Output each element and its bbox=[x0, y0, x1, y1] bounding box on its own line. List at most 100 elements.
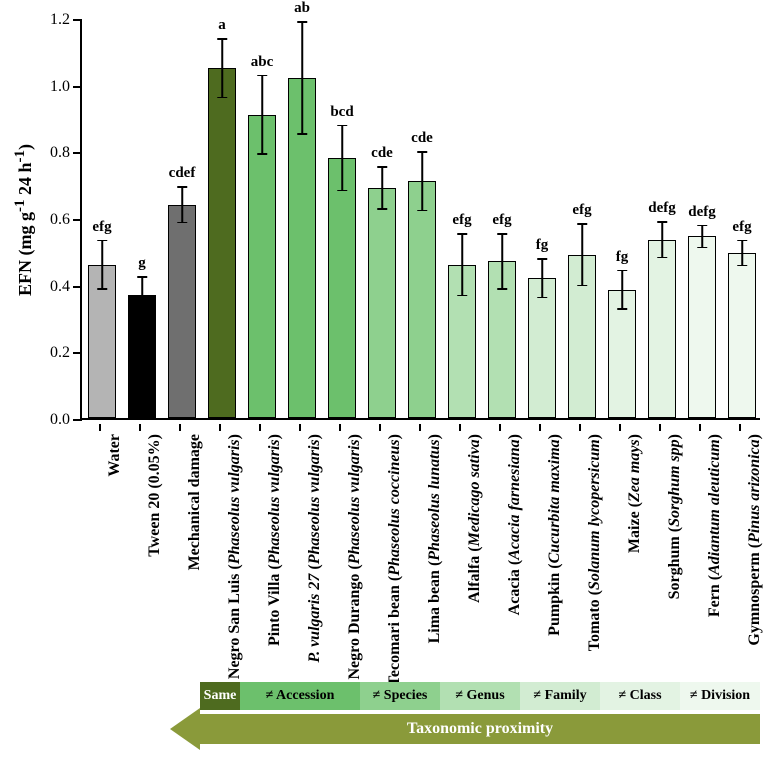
x-label: Tomato (Solanum lycopersicum) bbox=[586, 434, 604, 651]
y-axis-title: EFN (mg g-1 24 h-1) bbox=[12, 144, 36, 296]
x-label: Tween 20 (0.05%) bbox=[146, 434, 164, 557]
y-tick-label: 0.4 bbox=[50, 278, 70, 296]
error-bar bbox=[541, 258, 543, 298]
significance-label: efg bbox=[732, 219, 751, 236]
x-tick bbox=[299, 424, 301, 431]
error-bar bbox=[621, 270, 623, 310]
significance-label: fg bbox=[616, 249, 629, 266]
x-tick bbox=[379, 424, 381, 431]
y-tick bbox=[73, 152, 82, 154]
x-tick bbox=[219, 424, 221, 431]
bar bbox=[328, 158, 356, 418]
x-tick bbox=[179, 424, 181, 431]
x-tick bbox=[739, 424, 741, 431]
y-tick-label: 0.8 bbox=[50, 144, 70, 162]
significance-label: cde bbox=[371, 145, 393, 162]
error-bar bbox=[301, 21, 303, 134]
error-bar bbox=[661, 221, 663, 258]
significance-label: efg bbox=[92, 219, 111, 236]
y-tick bbox=[73, 419, 82, 421]
error-bar bbox=[341, 125, 343, 192]
significance-label: g bbox=[138, 255, 146, 272]
error-bar bbox=[741, 240, 743, 267]
y-tick-label: 0.0 bbox=[50, 411, 70, 429]
x-label: Lima bean (Phaseolus lunatus) bbox=[426, 434, 444, 643]
x-label: Negro San Luis (Phaseolus vulgaris) bbox=[226, 434, 244, 679]
taxonomy-arrow: Taxonomic proximity bbox=[170, 714, 760, 744]
significance-label: ab bbox=[294, 0, 310, 17]
bar bbox=[168, 205, 196, 418]
taxonomy-cell: ≠ Accession bbox=[240, 682, 360, 710]
significance-label: bcd bbox=[330, 104, 353, 121]
x-tick bbox=[339, 424, 341, 431]
x-label: P. vulgaris 27 (Phaseolus vulgaris) bbox=[306, 434, 324, 663]
significance-label: cde bbox=[411, 130, 433, 147]
bar bbox=[528, 278, 556, 418]
bars-container: efggcdefaabcabbcdcdecdeefgefgfgefgfgdefg… bbox=[82, 20, 760, 418]
x-tick bbox=[539, 424, 541, 431]
x-tick bbox=[139, 424, 141, 431]
x-axis-labels: WaterTween 20 (0.05%)Mechanical damageNe… bbox=[80, 424, 760, 674]
taxonomy-color-bar: Same≠ Accession≠ Species≠ Genus≠ Family≠… bbox=[200, 682, 760, 710]
error-bar bbox=[701, 225, 703, 248]
error-bar bbox=[421, 151, 423, 211]
y-tick-label: 1.0 bbox=[50, 78, 70, 96]
significance-label: cdef bbox=[169, 165, 196, 182]
x-label: Negro Durango (Phaseolus vulgaris) bbox=[346, 434, 364, 680]
significance-label: defg bbox=[688, 204, 716, 221]
y-tick bbox=[73, 286, 82, 288]
significance-label: abc bbox=[251, 54, 274, 71]
taxonomy-cell: ≠ Genus bbox=[440, 682, 520, 710]
chart-plot-area: 0.00.20.40.60.81.01.2 efggcdefaabcabbcdc… bbox=[80, 20, 760, 420]
x-label: Gymnosperm (Pinus arizonica) bbox=[746, 434, 764, 646]
x-tick bbox=[579, 424, 581, 431]
x-tick bbox=[419, 424, 421, 431]
bar bbox=[648, 240, 676, 418]
y-tick-label: 1.2 bbox=[50, 11, 70, 29]
significance-label: fg bbox=[536, 237, 549, 254]
y-tick bbox=[73, 86, 82, 88]
taxonomy-cell: ≠ Division bbox=[680, 682, 760, 710]
x-tick bbox=[99, 424, 101, 431]
error-bar bbox=[581, 223, 583, 286]
significance-label: efg bbox=[492, 212, 511, 229]
error-bar bbox=[221, 38, 223, 98]
error-bar bbox=[101, 240, 103, 290]
bar bbox=[128, 295, 156, 418]
y-tick bbox=[73, 219, 82, 221]
bar bbox=[408, 181, 436, 418]
bar bbox=[368, 188, 396, 418]
y-tick-label: 0.2 bbox=[50, 344, 70, 362]
x-tick bbox=[659, 424, 661, 431]
y-tick-label: 0.6 bbox=[50, 211, 70, 229]
taxonomy-cell: ≠ Species bbox=[360, 682, 440, 710]
bar bbox=[728, 253, 756, 418]
x-tick bbox=[259, 424, 261, 431]
x-label: Pumpkin (Cucurbita maxima) bbox=[546, 434, 564, 636]
taxonomy-cell: ≠ Class bbox=[600, 682, 680, 710]
arrow-head-icon bbox=[170, 708, 200, 750]
error-bar bbox=[261, 75, 263, 155]
bar bbox=[688, 236, 716, 418]
error-bar bbox=[461, 233, 463, 296]
significance-label: defg bbox=[648, 200, 676, 217]
x-tick bbox=[619, 424, 621, 431]
arrow-label: Taxonomic proximity bbox=[407, 720, 553, 738]
x-tick bbox=[499, 424, 501, 431]
x-label: Sorghum (Sorghum spp) bbox=[666, 434, 684, 599]
x-label: Water bbox=[106, 434, 124, 477]
error-bar bbox=[141, 276, 143, 313]
error-bar bbox=[381, 166, 383, 209]
significance-label: a bbox=[218, 17, 226, 34]
x-label: Mechanical damage bbox=[186, 434, 204, 570]
bar bbox=[248, 115, 276, 418]
significance-label: efg bbox=[452, 212, 471, 229]
x-label: Maize (Zea mays) bbox=[626, 434, 644, 553]
error-bar bbox=[501, 233, 503, 290]
y-tick bbox=[73, 352, 82, 354]
error-bar bbox=[181, 186, 183, 223]
x-tick bbox=[699, 424, 701, 431]
x-label: Tecomari bean (Phaseolus coccineus) bbox=[386, 434, 404, 686]
x-tick bbox=[459, 424, 461, 431]
bar bbox=[208, 68, 236, 418]
